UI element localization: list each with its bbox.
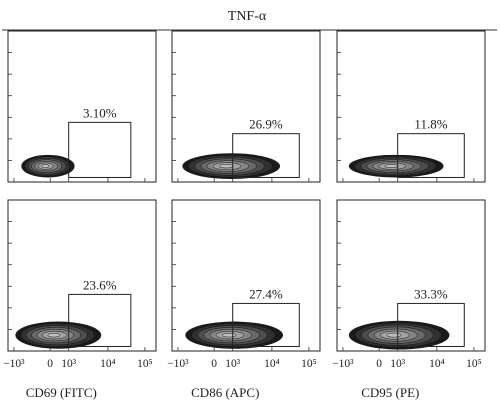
contour-ring bbox=[386, 332, 402, 338]
panel: 33.3% bbox=[336, 199, 486, 352]
density-contour bbox=[348, 154, 444, 178]
density-contour bbox=[348, 320, 450, 350]
panel: 23.6% bbox=[7, 199, 157, 352]
x-tick-label: 10⁴ bbox=[100, 358, 116, 370]
density-contour bbox=[185, 321, 283, 349]
x-tick-label: 0 bbox=[376, 358, 382, 370]
density-contour bbox=[15, 321, 102, 349]
panel-frame bbox=[7, 199, 157, 352]
contour-ring bbox=[384, 164, 399, 169]
gate-box bbox=[397, 133, 465, 178]
gate-box bbox=[232, 133, 300, 178]
x-axis-label: CD86 (APC) bbox=[191, 385, 259, 400]
x-tick-label: 10⁵ bbox=[466, 358, 482, 370]
x-tick-label: 10³ bbox=[390, 358, 406, 370]
gate-box bbox=[232, 302, 300, 347]
gate-percent-label: 27.4% bbox=[249, 286, 283, 301]
gate-percent-label: 11.8% bbox=[414, 117, 447, 132]
panel-frame bbox=[171, 199, 321, 352]
x-axis-label: CD95 (PE) bbox=[361, 385, 419, 400]
density-contour bbox=[21, 154, 75, 178]
x-tick-label: 10⁴ bbox=[264, 358, 280, 370]
density-contour bbox=[182, 153, 281, 179]
x-tick-label: 10³ bbox=[225, 358, 241, 370]
x-tick-label: −10³ bbox=[332, 358, 354, 370]
x-tick-label: 10⁵ bbox=[301, 358, 317, 370]
x-tick-label: 10³ bbox=[61, 358, 77, 370]
gate-percent-label: 3.10% bbox=[83, 105, 117, 120]
panel: 27.4% bbox=[171, 199, 321, 352]
panel-grid: 3.10% 26.9% 11.8% 23.6% 27.4% 33.3% bbox=[7, 30, 486, 352]
contour-ring bbox=[218, 164, 234, 169]
contour-ring bbox=[47, 332, 61, 338]
panel-frame bbox=[336, 199, 486, 352]
contour-ring bbox=[41, 164, 50, 169]
x-tick-label: −10³ bbox=[3, 358, 25, 370]
x-tick-label: −10³ bbox=[167, 358, 189, 370]
x-tick-label: 10⁵ bbox=[137, 358, 153, 370]
gate-box bbox=[68, 121, 132, 178]
header-label: TNF-α bbox=[228, 9, 267, 24]
gate-box bbox=[397, 302, 465, 347]
panel: 3.10% bbox=[7, 30, 157, 183]
panel-frame bbox=[171, 30, 321, 183]
panel-frame bbox=[7, 30, 157, 183]
gate-percent-label: 23.6% bbox=[83, 277, 117, 292]
panel: 26.9% bbox=[171, 30, 321, 183]
x-tick-label: 0 bbox=[211, 358, 217, 370]
x-axis-label: CD69 (FITC) bbox=[26, 385, 97, 400]
x-tick-label: 10⁴ bbox=[429, 358, 445, 370]
gate-percent-label: 33.3% bbox=[414, 286, 448, 301]
x-tick-label: 0 bbox=[47, 358, 53, 370]
x-axis-labels: −10³ 0 10³ 10⁴ 10⁵ CD69 (FITC) −10³ 0 10³ 10⁴ 10⁵ C… bbox=[3, 358, 481, 400]
gate-box bbox=[68, 293, 132, 347]
panel-frame bbox=[336, 30, 486, 183]
panel: 11.8% bbox=[336, 30, 486, 183]
gate-percent-label: 26.9% bbox=[249, 117, 283, 132]
contour-ring bbox=[221, 332, 237, 338]
